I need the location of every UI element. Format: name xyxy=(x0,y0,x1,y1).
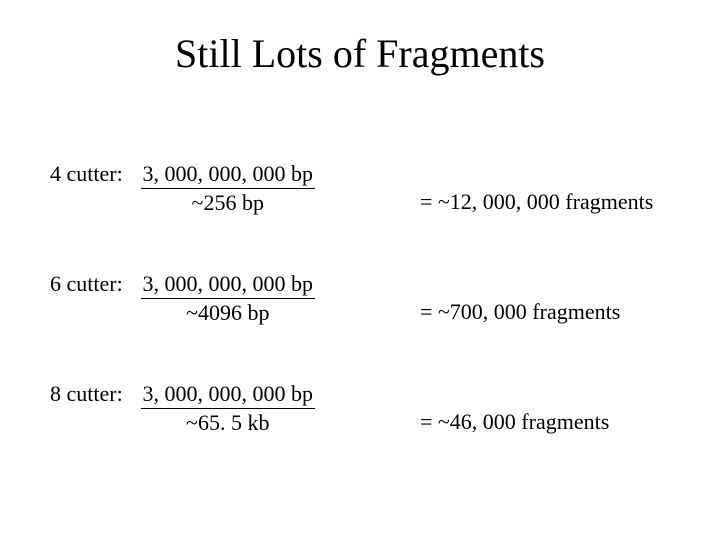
result-text: = ~700, 000 fragments xyxy=(420,298,620,326)
fraction-block: 3, 000, 000, 000 bp ~4096 bp xyxy=(141,270,316,326)
numerator: 3, 000, 000, 000 bp xyxy=(141,160,316,189)
numerator: 3, 000, 000, 000 bp xyxy=(141,270,316,299)
fraction-block: 3, 000, 000, 000 bp ~256 bp xyxy=(141,160,316,216)
row-label: 4 cutter: xyxy=(50,160,135,188)
fraction-block: 3, 000, 000, 000 bp ~65. 5 kb xyxy=(141,380,316,436)
slide-title: Still Lots of Fragments xyxy=(0,30,720,77)
denominator: ~4096 bp xyxy=(141,299,316,327)
numerator: 3, 000, 000, 000 bp xyxy=(141,380,316,409)
row-8-cutter: 8 cutter: 3, 000, 000, 000 bp ~65. 5 kb … xyxy=(50,380,670,436)
row-4-cutter: 4 cutter: 3, 000, 000, 000 bp ~256 bp = … xyxy=(50,160,670,216)
denominator: ~65. 5 kb xyxy=(141,409,316,437)
row-label: 6 cutter: xyxy=(50,270,135,298)
denominator: ~256 bp xyxy=(141,189,316,217)
result-text: = ~46, 000 fragments xyxy=(420,408,609,436)
result-text: = ~12, 000, 000 fragments xyxy=(420,188,653,216)
row-label: 8 cutter: xyxy=(50,380,135,408)
row-6-cutter: 6 cutter: 3, 000, 000, 000 bp ~4096 bp =… xyxy=(50,270,670,326)
